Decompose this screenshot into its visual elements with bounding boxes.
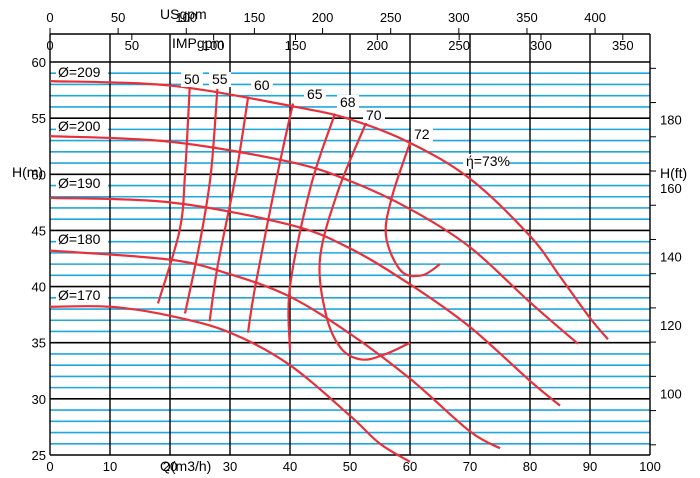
label-background bbox=[209, 72, 231, 87]
impeller-curve-label: Ø=200 bbox=[58, 118, 101, 134]
x-tick-label: 50 bbox=[343, 459, 357, 474]
y-axis: 25 30 35 40 45 50 55 60 bbox=[32, 55, 46, 463]
impeller-curve bbox=[49, 196, 561, 407]
usgpm-tick-label: 400 bbox=[584, 10, 606, 25]
x-tick-label: 30 bbox=[223, 459, 237, 474]
hft-tick-label: 140 bbox=[660, 250, 682, 265]
y-tick-label: 45 bbox=[32, 223, 46, 238]
efficiency-label: 68 bbox=[340, 94, 356, 110]
efficiency-curve bbox=[246, 103, 295, 333]
label-background bbox=[363, 108, 385, 123]
x-tick-label: 80 bbox=[523, 459, 537, 474]
impeller-curve bbox=[49, 79, 609, 341]
usgpm-tick-label: 50 bbox=[111, 10, 125, 25]
x-tick-label: 20 bbox=[163, 459, 177, 474]
label-background bbox=[251, 78, 273, 93]
x-tick-label: 0 bbox=[46, 459, 53, 474]
label-background bbox=[56, 232, 108, 247]
y-axis-title: H(m) bbox=[12, 164, 43, 180]
x-axis-title: Q(m3/h) bbox=[160, 458, 211, 474]
usgpm-tick-label: 100 bbox=[175, 10, 197, 25]
impeller-curve bbox=[49, 249, 501, 450]
hft-axis-title: H(ft) bbox=[660, 165, 687, 181]
label-background bbox=[411, 127, 433, 142]
y-tick-label: 25 bbox=[32, 448, 46, 463]
impgpm-tick-label: 300 bbox=[530, 38, 552, 53]
y-tick-label: 35 bbox=[32, 336, 46, 351]
y-tick-label: 30 bbox=[32, 392, 46, 407]
efficiency-curve bbox=[156, 85, 191, 304]
impgpm-tick-label: 0 bbox=[46, 38, 53, 53]
impgpm-axis: 0 50 100 150 200 250 300 350 bbox=[46, 34, 634, 53]
y-tick-label: 60 bbox=[32, 55, 46, 70]
efficiency-label: 70 bbox=[366, 107, 382, 123]
efficiency-curve bbox=[384, 142, 441, 278]
hft-tick-label: 100 bbox=[660, 386, 682, 401]
impeller-curve-label: Ø=209 bbox=[58, 64, 101, 80]
efficiency-label: 72 bbox=[414, 126, 430, 142]
label-background bbox=[56, 65, 108, 80]
impeller-curve-label: Ø=180 bbox=[58, 231, 101, 247]
label-background bbox=[56, 176, 108, 191]
usgpm-axis: 0 50 100 150 200 250 300 350 400 bbox=[46, 10, 606, 34]
impeller-curve bbox=[49, 135, 579, 345]
impeller-curve bbox=[49, 305, 411, 463]
efficiency-curve bbox=[183, 88, 219, 314]
efficiency-label: 60 bbox=[254, 77, 270, 93]
impeller-curve-label: Ø=190 bbox=[58, 175, 101, 191]
label-background bbox=[56, 288, 108, 303]
efficiency-label: 50 bbox=[184, 71, 200, 87]
x-tick-label: 10 bbox=[103, 459, 117, 474]
chart-curves bbox=[49, 79, 609, 463]
efficiency-curve bbox=[208, 97, 250, 322]
efficiency-curve bbox=[318, 122, 411, 361]
y-tick-label: 50 bbox=[32, 167, 46, 182]
y-tick-label: 40 bbox=[32, 280, 46, 295]
usgpm-axis-title: USgpm bbox=[160, 6, 207, 22]
x-tick-label: 70 bbox=[463, 459, 477, 474]
x-axis: 0 10 20 30 40 50 60 70 80 90 100 bbox=[46, 459, 660, 474]
hft-tick-label: 180 bbox=[660, 113, 682, 128]
efficiency-label: 65 bbox=[307, 86, 323, 102]
label-background bbox=[304, 87, 326, 102]
x-tick-label: 100 bbox=[639, 459, 661, 474]
efficiency-label: ή=73% bbox=[466, 153, 510, 169]
label-background bbox=[337, 95, 359, 110]
y-tick-label: 55 bbox=[32, 111, 46, 126]
x-tick-label: 40 bbox=[283, 459, 297, 474]
x-tick-label: 90 bbox=[583, 459, 597, 474]
usgpm-tick-label: 0 bbox=[46, 10, 53, 25]
hft-tick-label: 160 bbox=[660, 181, 682, 196]
usgpm-tick-label: 300 bbox=[448, 10, 470, 25]
label-background bbox=[56, 119, 108, 134]
impgpm-tick-label: 250 bbox=[448, 38, 470, 53]
label-background bbox=[463, 154, 509, 169]
usgpm-tick-label: 350 bbox=[516, 10, 538, 25]
hft-tick-label: 120 bbox=[660, 318, 682, 333]
impgpm-tick-label: 200 bbox=[366, 38, 388, 53]
efficiency-curve bbox=[287, 113, 337, 351]
impgpm-tick-label: 350 bbox=[612, 38, 634, 53]
impgpm-tick-label: 100 bbox=[203, 38, 225, 53]
label-background bbox=[181, 72, 203, 87]
usgpm-tick-label: 200 bbox=[312, 10, 334, 25]
impgpm-axis-title: IMPgpm bbox=[172, 35, 224, 51]
impgpm-tick-label: 150 bbox=[285, 38, 307, 53]
efficiency-label: 55 bbox=[212, 71, 228, 87]
usgpm-tick-label: 150 bbox=[244, 10, 266, 25]
x-tick-label: 60 bbox=[403, 459, 417, 474]
usgpm-tick-label: 250 bbox=[380, 10, 402, 25]
chart-curve-labels: Ø=209 Ø=200 Ø=190 Ø=180 Ø=170 50 55 60 65 68 70 72 ή… bbox=[56, 64, 510, 303]
hft-axis: 100 120 140 160 180 bbox=[650, 67, 682, 446]
impgpm-tick-label: 50 bbox=[125, 38, 139, 53]
impeller-curve-label: Ø=170 bbox=[58, 287, 101, 303]
